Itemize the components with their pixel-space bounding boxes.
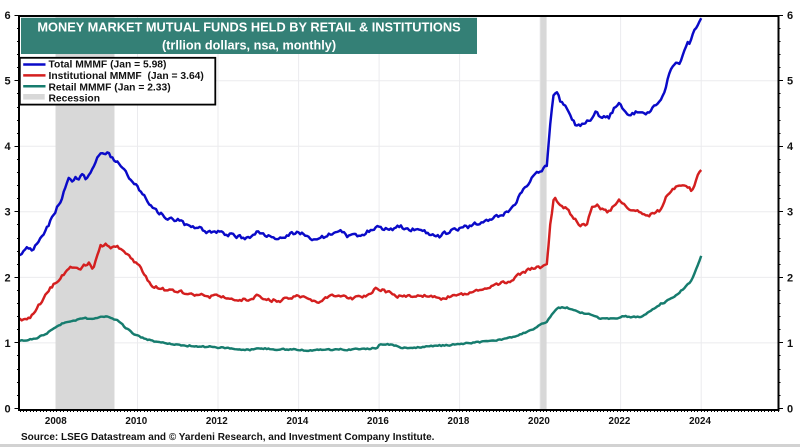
svg-text:2008: 2008 <box>45 416 67 427</box>
svg-text:4: 4 <box>4 141 11 153</box>
svg-text:Recession: Recession <box>49 94 101 105</box>
svg-text:2018: 2018 <box>448 416 470 427</box>
svg-text:2022: 2022 <box>609 416 631 427</box>
svg-text:2020: 2020 <box>528 416 550 427</box>
svg-text:5: 5 <box>4 76 10 88</box>
svg-text:MONEY MARKET MUTUAL FUNDS HELD: MONEY MARKET MUTUAL FUNDS HELD BY RETAIL… <box>37 19 461 34</box>
svg-text:Total MMMF (Jan = 5.98): Total MMMF (Jan = 5.98) <box>49 60 167 71</box>
svg-text:Institutional MMMF (Jan = 3.6: Institutional MMMF (Jan = 3.64) <box>49 71 204 82</box>
svg-text:(trllion dollars, nsa, monthly: (trllion dollars, nsa, monthly) <box>162 38 336 52</box>
svg-text:2016: 2016 <box>367 416 389 427</box>
svg-text:2: 2 <box>4 272 10 284</box>
svg-text:Retail MMMF (Jan = 2.33): Retail MMMF (Jan = 2.33) <box>49 82 171 93</box>
svg-text:4: 4 <box>787 141 794 153</box>
svg-text:2010: 2010 <box>125 416 147 427</box>
svg-text:5: 5 <box>787 76 793 88</box>
svg-text:0: 0 <box>787 403 793 415</box>
svg-text:6: 6 <box>787 10 793 22</box>
svg-text:1: 1 <box>4 338 10 350</box>
svg-text:2024: 2024 <box>689 416 711 427</box>
svg-text:3: 3 <box>787 207 793 219</box>
svg-text:2012: 2012 <box>206 416 228 427</box>
svg-text:3: 3 <box>4 207 10 219</box>
svg-text:2014: 2014 <box>287 416 309 427</box>
svg-text:6: 6 <box>4 10 10 22</box>
svg-text:2: 2 <box>787 272 793 284</box>
svg-text:0: 0 <box>4 403 10 415</box>
svg-text:1: 1 <box>787 338 793 350</box>
svg-text:Source: LSEG Datastream and ©: Source: LSEG Datastream and © Yardeni Re… <box>21 432 435 443</box>
